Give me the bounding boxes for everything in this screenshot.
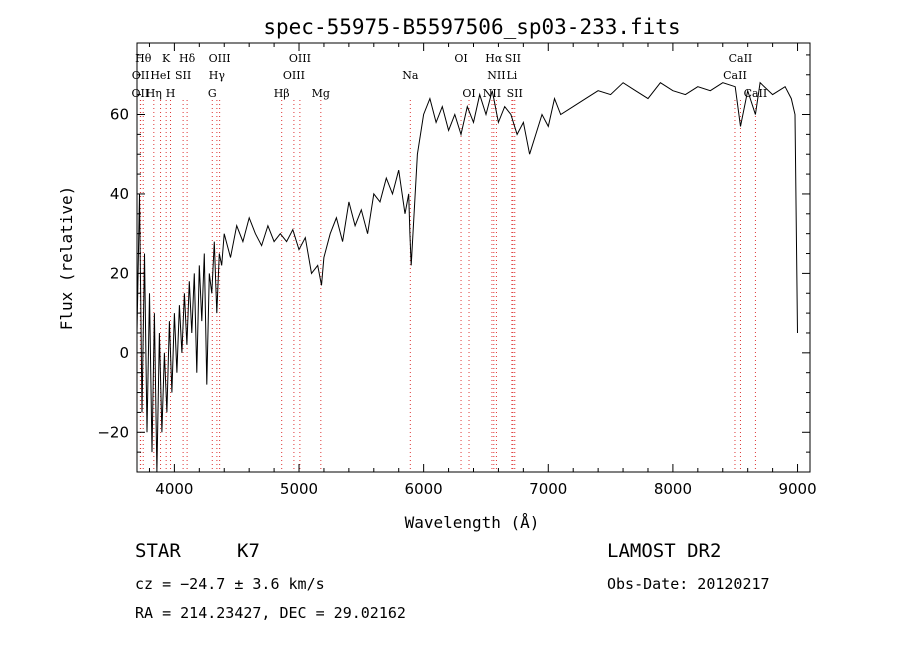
spectral-line-label-17: OI	[454, 52, 467, 65]
object-subclass: K7	[237, 540, 260, 562]
x-tick-label-1: 5000	[280, 480, 318, 498]
y-tick-label-2: 20	[110, 264, 129, 282]
x-tick-label-4: 8000	[654, 480, 692, 498]
x-tick-label-3: 7000	[529, 480, 567, 498]
spectral-line-label-13: OIII	[289, 52, 311, 65]
y-tick-label-1: 0	[119, 344, 129, 362]
ticks-layer: 4000 5000 6000 7000 8000 9000 −20 0 20 40 60	[97, 43, 817, 498]
y-tick-label-3: 40	[110, 185, 129, 203]
spectral-line-label-1: Hθ	[135, 52, 152, 65]
spectral-line-label-16: Na	[402, 69, 419, 82]
series-layer	[136, 81, 798, 473]
spectral-line-label-3: K	[162, 52, 171, 65]
spectral-line-label-9: OIII	[209, 52, 231, 65]
spectral-line-label-8: Hδ	[179, 52, 196, 65]
spectral-line-label-12: Hβ	[274, 87, 290, 100]
chart-title: spec-55975-B5597506_sp03-233.fits	[263, 15, 680, 39]
spectral-line-label-2: OII	[132, 69, 150, 82]
survey-name: LAMOST DR2	[607, 540, 722, 562]
x-tick-label-5: 9000	[778, 480, 816, 498]
spectral-line-label-19: Hα	[485, 52, 503, 65]
redshift-cz: cz = −24.7 ± 3.6 km/s	[135, 575, 325, 593]
spectral-line-label-0: OII	[132, 87, 150, 100]
spectral-line-label-25: CaII	[729, 52, 753, 65]
x-tick-label-0: 4000	[155, 480, 193, 498]
spectral-line-label-21: NII	[487, 69, 505, 82]
obs-date: Obs-Date: 20120217	[607, 575, 770, 593]
object-class: STAR	[135, 540, 181, 562]
spectral-line-label-24: SII	[507, 87, 523, 100]
spectral-line-label-14: OIII	[283, 69, 305, 82]
spectral-line-label-22: Li	[506, 69, 517, 82]
spectral-lines-layer: OII Hθ OII K HeI Hη SII H Hδ OIII Hγ G Hβ OIII OIII Mg N…	[132, 52, 767, 472]
spectral-line-label-5: Hη	[146, 87, 162, 100]
plot-frame	[136, 42, 811, 473]
x-axis-label: Wavelength (Å)	[405, 513, 540, 532]
spectral-line-label-6: SII	[175, 69, 191, 82]
y-tick-label-0: −20	[97, 423, 129, 441]
y-axis-label: Flux (relative)	[57, 186, 76, 331]
spectral-line-label-26: CaII	[723, 69, 747, 82]
spectral-line-label-7: H	[166, 87, 176, 100]
spectral-line-label-18: OI	[462, 87, 475, 100]
ra-dec: RA = 214.23427, DEC = 29.02162	[135, 604, 406, 622]
spectral-line-label-20: SII	[505, 52, 521, 65]
y-tick-label-4: 60	[110, 106, 129, 124]
flux-series-0	[136, 81, 798, 473]
spectral-line-label-10: Hγ	[209, 69, 226, 82]
spectral-line-label-11: G	[208, 87, 217, 100]
spectral-line-label-4: HeI	[150, 69, 170, 82]
spectral-line-label-15: Mg	[312, 87, 330, 100]
x-tick-label-2: 6000	[405, 480, 443, 498]
